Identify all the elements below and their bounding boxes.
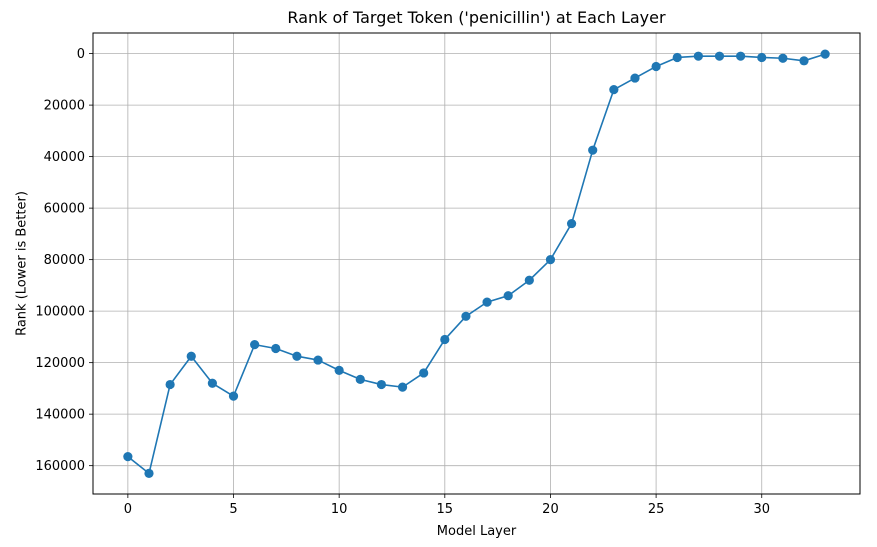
- y-tick-label: 80000: [44, 253, 85, 268]
- data-point: [630, 73, 640, 83]
- series-markers: [123, 49, 830, 478]
- data-point: [672, 52, 682, 63]
- x-tick-label: 25: [648, 502, 665, 517]
- y-axis-ticks: 0 20000 40000 60000 80000 100000 120000 140000 1…: [35, 47, 93, 474]
- x-tick-label: 15: [437, 502, 454, 517]
- data-point: [524, 275, 534, 285]
- data-point: [292, 351, 302, 361]
- y-tick-label: 0: [77, 47, 85, 62]
- data-point: [334, 365, 344, 375]
- data-point: [313, 355, 323, 365]
- data-point: [228, 391, 239, 401]
- data-point: [123, 452, 133, 462]
- chart-title: Rank of Target Token ('penicillin') at E…: [287, 8, 666, 27]
- data-point: [545, 255, 556, 265]
- grid-lines: [93, 33, 860, 494]
- data-point: [820, 49, 830, 59]
- series-line: [127, 53, 826, 475]
- data-point: [588, 145, 598, 155]
- plot-area-frame: [92, 32, 861, 495]
- data-point: [440, 334, 450, 345]
- y-tick-label: 60000: [44, 202, 85, 217]
- data-point: [165, 379, 175, 390]
- data-point: [778, 53, 788, 63]
- y-tick-label: 20000: [44, 99, 85, 114]
- data-point: [397, 382, 408, 392]
- data-point: [693, 51, 703, 61]
- data-point: [144, 468, 154, 478]
- y-tick-label: 160000: [35, 459, 85, 474]
- y-tick-label: 120000: [35, 356, 85, 371]
- x-tick-label: 5: [229, 502, 237, 517]
- y-tick-label: 140000: [35, 408, 85, 423]
- data-point: [186, 351, 196, 361]
- x-tick-label: 10: [331, 502, 348, 517]
- data-point: [376, 379, 387, 390]
- x-axis-label: Model Layer: [437, 524, 517, 539]
- data-point: [207, 378, 217, 388]
- data-point: [271, 343, 281, 354]
- data-point: [419, 368, 429, 378]
- x-axis-ticks: 0 5 10 15 20 25 30: [124, 494, 770, 517]
- series-line-group: [127, 53, 826, 475]
- data-point: [355, 374, 365, 384]
- y-tick-label: 100000: [35, 305, 85, 320]
- data-point: [799, 56, 809, 66]
- data-point: [736, 51, 746, 61]
- x-tick-label: 30: [753, 502, 770, 517]
- x-tick-label: 0: [124, 502, 132, 517]
- data-point: [503, 291, 513, 301]
- data-point: [714, 51, 725, 61]
- data-point: [651, 61, 661, 72]
- data-point: [482, 297, 492, 307]
- data-point: [566, 218, 577, 229]
- x-tick-label: 20: [542, 502, 559, 517]
- data-point: [250, 340, 260, 350]
- data-point: [609, 85, 619, 95]
- y-axis-label: Rank (Lower is Better): [15, 191, 30, 336]
- y-tick-label: 40000: [44, 150, 85, 165]
- data-point: [461, 311, 471, 321]
- data-point: [757, 52, 767, 63]
